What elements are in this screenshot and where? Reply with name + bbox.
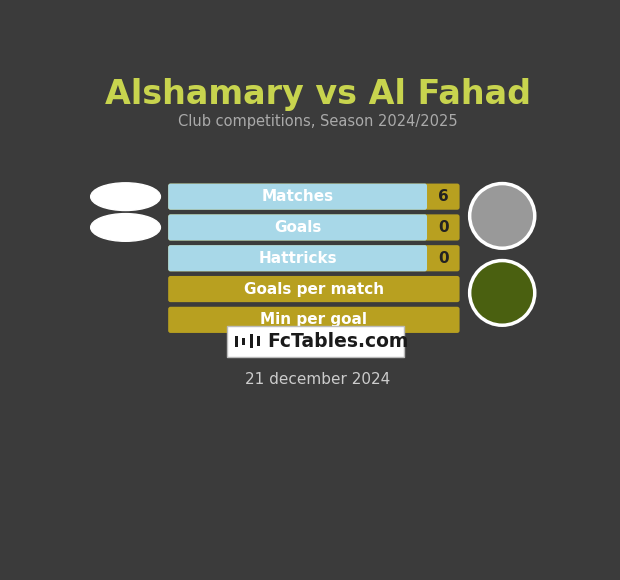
Text: 0: 0 <box>438 251 449 266</box>
Text: 21 december 2024: 21 december 2024 <box>245 372 391 387</box>
Circle shape <box>470 183 534 248</box>
FancyBboxPatch shape <box>168 183 427 210</box>
FancyBboxPatch shape <box>168 215 459 241</box>
Circle shape <box>470 260 534 325</box>
Text: Hattricks: Hattricks <box>259 251 337 266</box>
Text: Goals: Goals <box>274 220 321 235</box>
FancyBboxPatch shape <box>168 215 427 241</box>
Text: Min per goal: Min per goal <box>260 313 368 327</box>
Bar <box>235 336 238 347</box>
FancyBboxPatch shape <box>168 307 459 333</box>
Text: FcTables.com: FcTables.com <box>267 332 409 351</box>
Text: 6: 6 <box>438 189 449 204</box>
Text: Alshamary vs Al Fahad: Alshamary vs Al Fahad <box>105 78 531 111</box>
FancyBboxPatch shape <box>168 245 459 271</box>
FancyBboxPatch shape <box>227 326 404 357</box>
Text: Matches: Matches <box>262 189 334 204</box>
Bar <box>242 338 246 345</box>
FancyBboxPatch shape <box>168 245 427 271</box>
Text: Club competitions, Season 2024/2025: Club competitions, Season 2024/2025 <box>178 114 458 129</box>
Ellipse shape <box>91 213 161 241</box>
Bar <box>249 335 253 349</box>
Text: 0: 0 <box>438 220 449 235</box>
Text: Goals per match: Goals per match <box>244 281 384 296</box>
Ellipse shape <box>91 183 161 211</box>
FancyBboxPatch shape <box>168 183 459 210</box>
FancyBboxPatch shape <box>168 276 459 302</box>
Bar <box>257 336 260 346</box>
